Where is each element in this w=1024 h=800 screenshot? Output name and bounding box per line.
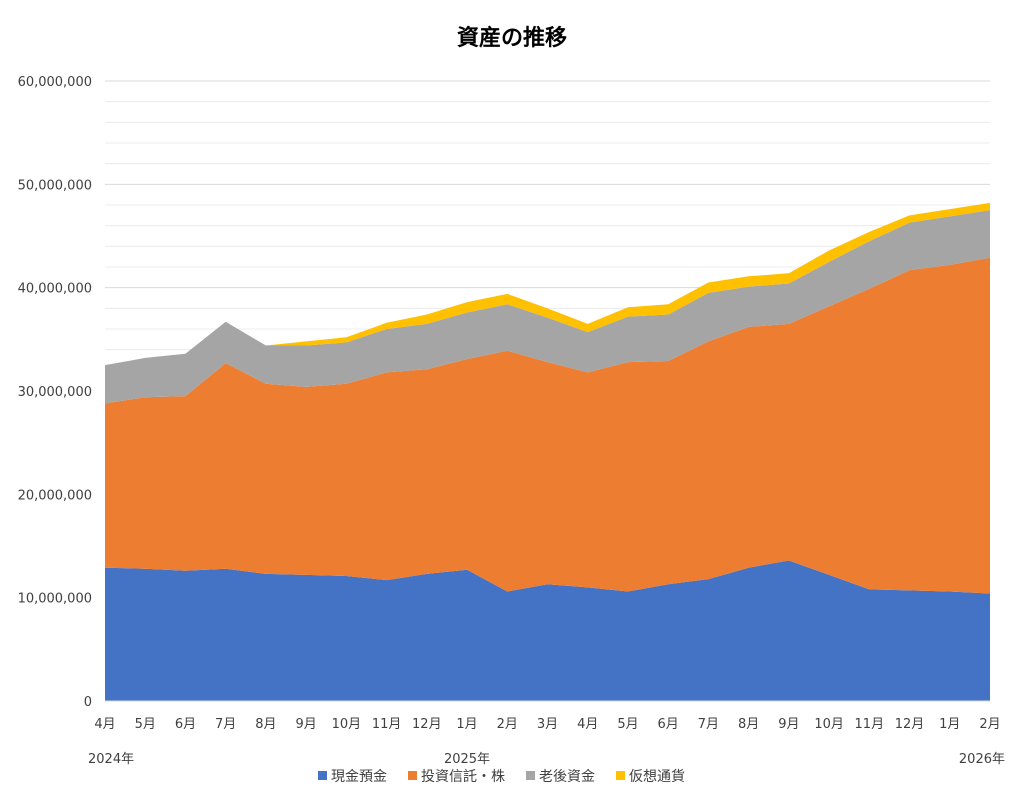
- x-tick-label: 10月: [332, 717, 362, 732]
- x-tick-label: 6月: [658, 717, 679, 732]
- y-tick-label: 50,000,000: [18, 178, 92, 193]
- area-3: [105, 202, 990, 366]
- legend-item: 現金預金: [318, 769, 387, 785]
- x-axis: 4月 5月 6月 7月 8月 9月 10月 11月 12月 1月 2月 3月 4月 5月 6月 7月 8月 9月 1…: [88, 717, 1005, 767]
- year-label: 2024年: [88, 752, 134, 767]
- year-label: 2025年: [444, 752, 490, 767]
- x-tick-label: 5月: [135, 717, 156, 732]
- legend-label: 老後資金: [539, 769, 595, 785]
- x-tick-label: 7月: [698, 717, 719, 732]
- x-tick-label: 10月: [814, 717, 844, 732]
- x-tick-label: 9月: [778, 717, 799, 732]
- area-1: [105, 257, 990, 594]
- x-tick-label: 12月: [895, 717, 925, 732]
- legend-item: 仮想通貨: [616, 768, 685, 785]
- chart-title: 資産の推移: [457, 25, 567, 51]
- x-tick-label: 2月: [497, 717, 518, 732]
- y-tick-label: 0: [84, 695, 92, 710]
- x-tick-label: 8月: [738, 717, 759, 732]
- y-tick-label: 10,000,000: [18, 592, 92, 607]
- legend-label: 投資信託・株: [421, 769, 505, 785]
- legend-item: 投資信託・株: [408, 769, 505, 785]
- x-tick-label: 6月: [175, 717, 196, 732]
- y-axis: 0 10,000,000 20,000,000 30,000,000 40,000,00…: [18, 75, 92, 710]
- legend: 現金預金 投資信託・株 老後資金 仮想通貨: [318, 768, 685, 785]
- legend-swatch: [408, 771, 417, 780]
- legend-label: 現金預金: [331, 769, 387, 785]
- x-tick-label: 2月: [979, 717, 1000, 732]
- area-2: [105, 210, 990, 404]
- legend-swatch: [616, 771, 625, 780]
- x-tick-label: 11月: [372, 717, 402, 732]
- legend-swatch: [526, 771, 535, 780]
- x-tick-label: 1月: [456, 717, 477, 732]
- x-tick-label: 3月: [537, 717, 558, 732]
- y-tick-label: 20,000,000: [18, 488, 92, 503]
- x-tick-label: 12月: [412, 717, 442, 732]
- y-tick-label: 40,000,000: [18, 282, 92, 297]
- x-tick-label: 11月: [855, 717, 885, 732]
- x-tick-label: 4月: [577, 717, 598, 732]
- y-tick-label: 60,000,000: [18, 75, 92, 90]
- year-label: 2026年: [959, 752, 1005, 767]
- legend-label: 仮想通貨: [629, 768, 685, 785]
- x-tick-label: 5月: [617, 717, 638, 732]
- legend-swatch: [318, 771, 327, 780]
- x-tick-label: 4月: [94, 717, 115, 732]
- x-tick-label: 8月: [255, 717, 276, 732]
- x-tick-label: 7月: [215, 717, 236, 732]
- legend-item: 老後資金: [526, 769, 595, 785]
- x-tick-label: 1月: [939, 717, 960, 732]
- y-tick-label: 30,000,000: [18, 385, 92, 400]
- area-0: [105, 560, 990, 701]
- area-series: [105, 202, 990, 702]
- x-tick-label: 9月: [295, 717, 316, 732]
